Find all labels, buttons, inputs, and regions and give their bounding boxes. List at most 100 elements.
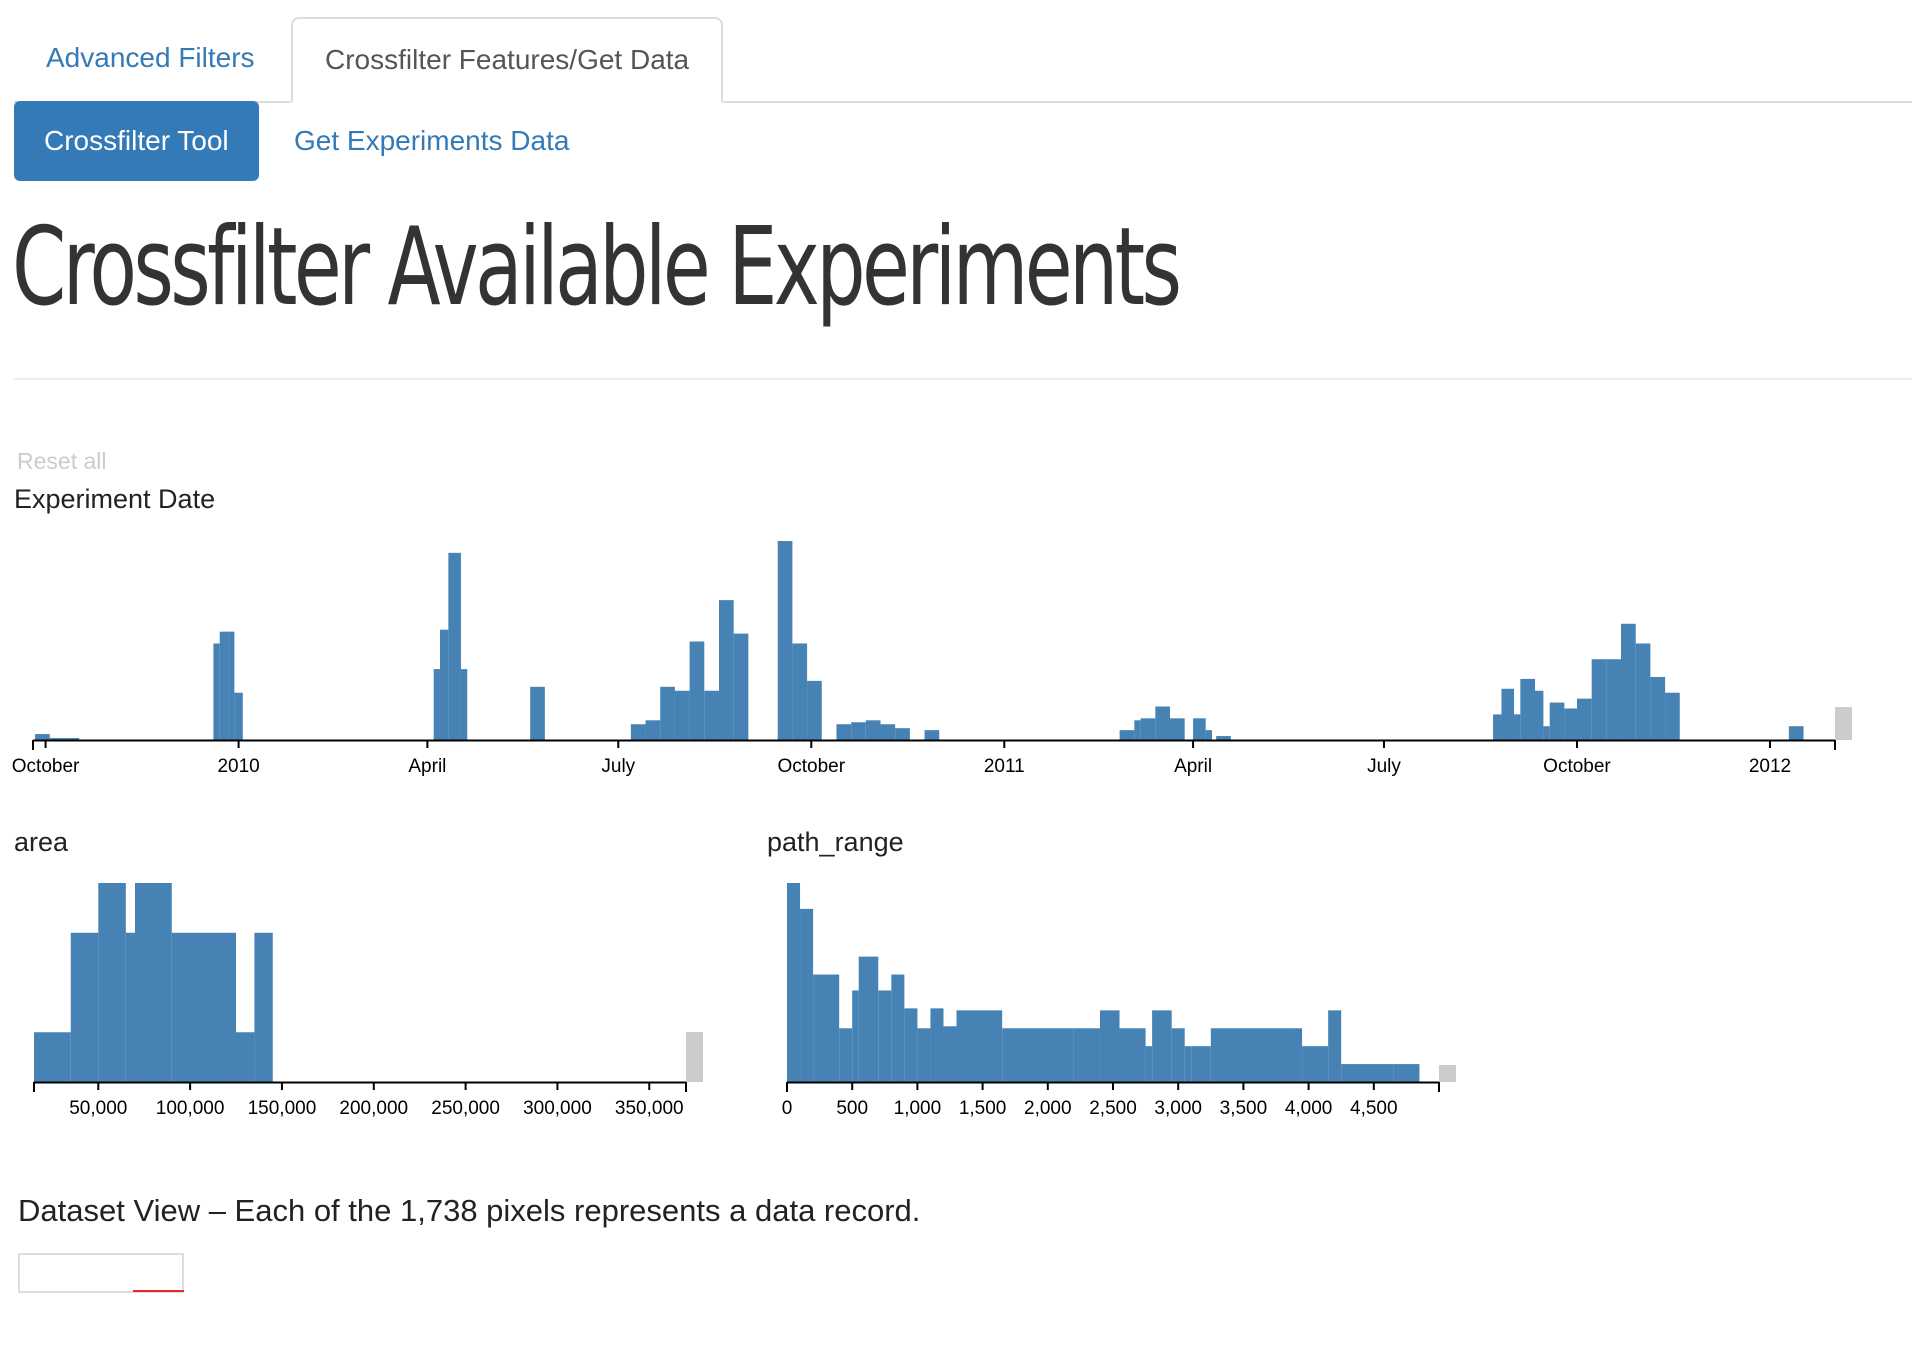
- histogram-bar: [460, 669, 468, 740]
- brush-handle[interactable]: [1439, 1065, 1456, 1082]
- histogram-bar: [1302, 1046, 1329, 1082]
- dataset-view-caption: Dataset View – Each of the 1,738 pixels …: [18, 1193, 921, 1228]
- date-chart[interactable]: October 2010 April July October 2011 April July…: [0, 530, 1912, 790]
- histogram-bar: [704, 690, 719, 740]
- histogram-bar: [34, 1032, 71, 1082]
- histogram-bar: [433, 669, 440, 740]
- histogram-bar: [439, 629, 449, 740]
- histogram-bar: [98, 883, 126, 1082]
- reset-all-link[interactable]: Reset all: [17, 448, 107, 474]
- histogram-bar: [1514, 714, 1521, 740]
- x-tick-label: 200,000: [339, 1098, 408, 1119]
- histogram-bar: [943, 1026, 957, 1082]
- histogram-bar: [213, 643, 220, 740]
- main-tabs: Advanced Filters Crossfilter Features/Ge…: [14, 17, 1912, 103]
- histogram-bar: [733, 633, 749, 740]
- path-range-chart-title: path_range: [767, 827, 904, 857]
- histogram-bar: [956, 1010, 1003, 1082]
- x-tick-label: 4,000: [1285, 1098, 1333, 1119]
- histogram-bar: [718, 600, 734, 740]
- path-range-chart[interactable]: 0 500 1,000 1,500 2,000 2,500 3,000 3,500 4,000 4…: [740, 870, 1480, 1130]
- histogram-bar: [1606, 659, 1622, 740]
- histogram-bar: [917, 1028, 931, 1082]
- header-divider: [14, 378, 1912, 380]
- histogram-bar: [792, 643, 808, 740]
- histogram-bar: [1520, 678, 1536, 740]
- histogram-bar: [1119, 730, 1135, 740]
- histogram-bar: [1099, 1010, 1120, 1082]
- histogram-bar: [895, 728, 910, 740]
- x-tick-label: 300,000: [523, 1098, 592, 1119]
- x-tick-label: 150,000: [248, 1098, 317, 1119]
- histogram-bar: [891, 974, 905, 1082]
- histogram-bar: [1535, 690, 1544, 740]
- histogram-bar: [807, 680, 822, 740]
- histogram-bar: [1170, 718, 1185, 740]
- histogram-bar: [1328, 1010, 1342, 1082]
- tab-crossfilter-features[interactable]: Crossfilter Features/Get Data: [291, 17, 724, 103]
- area-chart[interactable]: 50,000 100,000 150,000 200,000 250,000 300,00…: [0, 870, 740, 1130]
- x-tick-label: October: [1543, 756, 1611, 777]
- x-tick-label: 250,000: [431, 1098, 500, 1119]
- histogram-bar: [234, 692, 243, 740]
- x-tick-label: 2010: [217, 756, 259, 777]
- histogram-bar: [49, 738, 65, 740]
- histogram-bar: [1134, 720, 1141, 740]
- histogram-bar: [1621, 623, 1636, 740]
- histogram-bar: [1576, 698, 1592, 740]
- x-tick-label: 50,000: [69, 1098, 127, 1119]
- histogram-bar: [689, 641, 705, 740]
- x-tick-label: 3,500: [1220, 1098, 1268, 1119]
- area-chart-title: area: [14, 827, 69, 857]
- x-tick-label: July: [601, 756, 635, 777]
- histogram-bar: [645, 720, 661, 740]
- pill-crossfilter-tool[interactable]: Crossfilter Tool: [14, 101, 259, 181]
- histogram-bar: [236, 1032, 255, 1082]
- histogram-bar: [880, 724, 896, 740]
- histogram-bar: [930, 1008, 944, 1082]
- dataset-view-canvas[interactable]: [18, 1253, 184, 1293]
- histogram-bar: [1289, 1028, 1303, 1082]
- pill-get-experiments-data[interactable]: Get Experiments Data: [294, 125, 570, 156]
- tab-advanced-filters[interactable]: Advanced Filters: [46, 42, 255, 73]
- x-tick-label: 2012: [1749, 756, 1791, 777]
- histogram-bar: [1205, 730, 1212, 740]
- x-tick-label: 100,000: [156, 1098, 225, 1119]
- histogram-bar: [1073, 1028, 1100, 1082]
- x-tick-label: 2,500: [1089, 1098, 1137, 1119]
- histogram-bar: [1635, 643, 1651, 740]
- x-tick-label: 2,000: [1024, 1098, 1072, 1119]
- histogram-bar: [1119, 1028, 1146, 1082]
- histogram-bar: [219, 631, 229, 740]
- x-tick-label: 2011: [984, 756, 1025, 777]
- histogram-bar: [135, 883, 172, 1082]
- histogram-bar: [530, 686, 545, 740]
- brush-handle[interactable]: [1835, 707, 1852, 740]
- histogram-bar: [1216, 736, 1231, 740]
- x-tick-label: 500: [836, 1098, 868, 1119]
- histogram-bar: [800, 908, 814, 1082]
- histogram-bar: [674, 690, 690, 740]
- histogram-bar: [64, 738, 80, 740]
- histogram-bar: [878, 990, 892, 1082]
- histogram-bar: [660, 686, 675, 740]
- histogram-bar: [1665, 692, 1680, 740]
- histogram-bar: [865, 720, 881, 740]
- histogram-bar: [254, 932, 273, 1082]
- histogram-bar: [630, 724, 646, 740]
- histogram-bar: [851, 722, 866, 740]
- histogram-bar: [1210, 1028, 1290, 1082]
- histogram-bar: [1788, 726, 1804, 740]
- histogram-bar: [1650, 676, 1666, 740]
- brush-handle[interactable]: [686, 1032, 703, 1082]
- histogram-bar: [1155, 706, 1171, 740]
- histogram-bar: [1501, 688, 1515, 740]
- histogram-bar: [836, 724, 852, 740]
- x-tick-label: 350,000: [615, 1098, 684, 1119]
- histogram-bar: [1152, 1010, 1172, 1082]
- histogram-bar: [1564, 708, 1577, 740]
- histogram-bar: [448, 552, 461, 740]
- histogram-bar: [1002, 1028, 1074, 1082]
- histogram-bar: [35, 734, 50, 740]
- x-tick-label: April: [1174, 756, 1212, 777]
